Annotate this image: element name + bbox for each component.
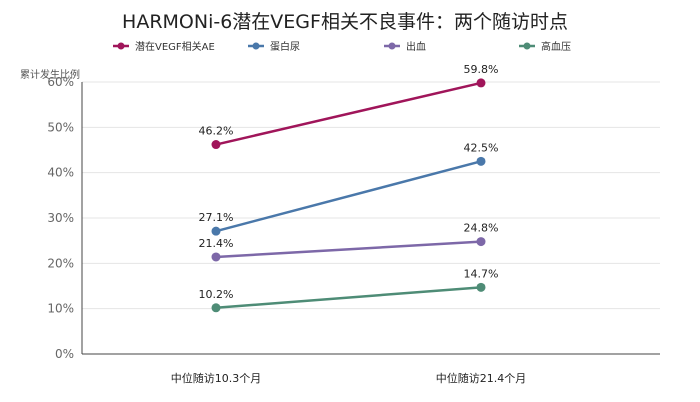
series-line — [215, 81, 482, 146]
legend-swatch-marker — [388, 42, 396, 50]
series: 21.4% 24.8% — [199, 222, 499, 262]
series-line — [215, 160, 482, 233]
data-label: 42.5% — [464, 141, 499, 154]
legend-item: 蛋白尿 — [248, 40, 300, 53]
chart-legend: 潜在VEGF相关AE 蛋白尿 出血 高血压 — [113, 40, 571, 53]
chart-title: HARMONi-6潜在VEGF相关不良事件：两个随访时点 — [122, 11, 568, 33]
legend-label: 蛋白尿 — [270, 40, 300, 53]
legend-item: 高血压 — [519, 40, 571, 53]
series-group: 46.2% 59.8% 27.1% 42.5% 21.4% 24.8% 10.2% 14.7% — [199, 63, 499, 313]
series: 10.2% 14.7% — [199, 267, 499, 313]
data-point — [211, 252, 221, 262]
gridlines: 0% 10% 20% 30% 40% 50% 60% — [47, 75, 660, 361]
series-line — [215, 240, 482, 259]
legend-label: 出血 — [406, 40, 426, 53]
data-label: 10.2% — [199, 288, 234, 301]
data-point — [211, 226, 221, 236]
data-label: 59.8% — [464, 63, 499, 76]
x-tick-label: 中位随访10.3个月 — [171, 371, 262, 385]
y-tick-label: 50% — [47, 120, 74, 134]
data-point — [211, 303, 221, 313]
axes: 中位随访10.3个月 中位随访21.4个月 — [81, 82, 660, 385]
y-tick-label: 20% — [47, 256, 74, 270]
data-label: 46.2% — [199, 125, 234, 138]
series: 27.1% 42.5% — [199, 141, 499, 236]
data-point — [211, 140, 221, 150]
data-label: 14.7% — [464, 267, 499, 280]
data-point — [476, 282, 486, 292]
y-tick-label: 60% — [47, 75, 74, 89]
y-tick-label: 30% — [47, 211, 74, 225]
data-label: 27.1% — [199, 211, 234, 224]
data-label: 21.4% — [199, 237, 234, 250]
data-point — [476, 237, 486, 247]
data-point — [476, 156, 486, 166]
legend-swatch-marker — [252, 42, 260, 50]
y-tick-label: 40% — [47, 166, 74, 180]
y-axis-label: 累计发生比例 — [20, 68, 80, 81]
data-point — [476, 78, 486, 88]
x-tick-label: 中位随访21.4个月 — [436, 371, 527, 385]
y-tick-label: 0% — [55, 347, 74, 361]
legend-item: 潜在VEGF相关AE — [113, 40, 215, 53]
series-line — [215, 286, 482, 310]
legend-swatch-marker — [523, 42, 531, 50]
data-label: 24.8% — [464, 222, 499, 235]
legend-label: 高血压 — [541, 40, 571, 53]
legend-label: 潜在VEGF相关AE — [135, 40, 215, 53]
y-tick-label: 10% — [47, 302, 74, 316]
legend-item: 出血 — [384, 40, 426, 53]
legend-swatch-marker — [117, 42, 125, 50]
series: 46.2% 59.8% — [199, 63, 499, 150]
